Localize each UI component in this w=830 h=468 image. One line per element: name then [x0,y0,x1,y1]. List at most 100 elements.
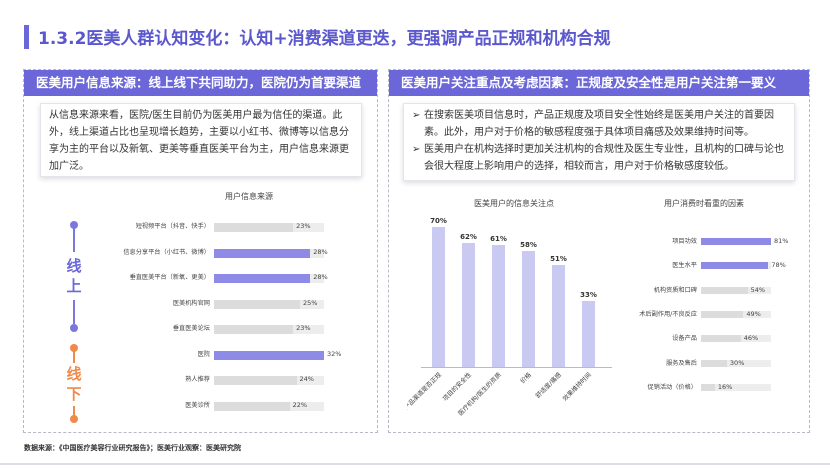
left-panel-header: 医美用户信息来源：线上线下共同助力，医院仍为首要渠道 [24,70,377,96]
bar-value-label: 25% [302,298,318,307]
bar-track [701,359,771,367]
bar-track [214,274,324,283]
bar-value-label: 28% [313,273,328,281]
bullet-1: ➢ 在搜索医美项目信息时，产品正规度及项目安全性始终是医美用户关注的首要因素。此… [412,107,786,141]
bar [214,376,297,385]
offline-line [73,351,75,363]
bar-track [701,262,771,270]
bar-value-label: 49% [746,309,761,318]
concern-chart-title: 医美用户的信息关注点 [474,199,554,208]
bar-track [701,335,771,343]
bar [214,274,311,283]
bar [214,350,324,360]
category-label: 舒适度/痛感 [534,371,563,400]
bar-value-label: 78% [771,261,786,270]
bar [492,245,505,367]
bar-value-label: 81% [774,237,789,245]
bar-label: 服务及售后 [666,359,697,367]
bar-label: 促销活动（价格） [647,383,698,391]
bar-value-label: 24% [299,375,314,383]
bar-value-label: 70% [430,217,447,225]
bar [214,325,294,334]
bar-track [214,223,324,232]
bottom-divider [0,463,830,465]
bar-label: 机构资质和口碑 [653,286,697,294]
bar-label: 垂直医美平台（新氧、更美） [129,274,210,281]
offline-label: 线下 [66,365,82,403]
bar-value-label: 28% [313,247,328,256]
bar-value-label: 62% [460,233,477,241]
bar-value-label: 32% [327,349,342,358]
bar-label: 医美诊所 [185,401,210,409]
data-source-footer: 数据来源：《中国医疗美容行业研究报告》；医美行业观察：医美研究院 [24,444,241,452]
page-title: 1.3.2医美人群认知变化：认知+消费渠道更迭，更强调产品正规和机构合规 [38,29,611,49]
bar [214,299,300,309]
bullet-2-marker: ➢ [412,144,421,155]
bar-track [701,238,771,245]
bar [432,227,445,367]
bar-value-label: 58% [520,241,537,249]
bar-track [214,299,324,309]
right-description-box: ➢ 在搜索医美项目信息时，产品正规度及项目安全性始终是医美用户关注的首要因素。此… [403,103,795,181]
offline-line-lower [73,406,75,416]
bar [701,262,769,270]
bar [701,310,744,318]
bar-label: 医美机构官网 [172,299,210,307]
bar-track [214,248,324,258]
bullet-2-text: 医美用户在机构选择时更加关注机构的合规性及医生专业性，且机构的口碑与论也会很大程… [424,144,784,172]
bar-value-label: 51% [550,255,567,263]
concern-chart: 70%产品渠道是否正规62%项目的安全性61%医疗机构/医生的资质58%价格51… [407,217,612,417]
bar-label: 垂直医美论坛 [172,325,210,332]
bar-label: 设备产品 [672,335,697,343]
online-label: 线上 [66,257,82,295]
offline-end-dot [70,415,78,423]
bar [522,251,535,367]
bar [214,248,311,258]
bar [701,359,727,367]
bar-label: 医生水平 [672,262,697,270]
bar-value-label: 46% [743,334,759,343]
source-chart-title: 用户信息来源 [225,192,273,201]
bar-track [701,383,771,391]
bar-track [701,286,771,294]
factor-chart-title: 用户消费时看重的因素 [664,199,744,208]
left-description-box: 从信息来源来看，医院/医生目前仍为医美用户最为信任的渠道。此外，线上渠道占比也呈… [40,103,362,177]
bar-value-label: 54% [750,285,766,294]
bar [701,286,748,294]
bar-label: 医院 [197,350,210,358]
offline-start-dot [70,344,78,352]
bar-value-label: 23% [296,222,311,230]
category-label: 价格 [519,370,534,385]
bar-label: 信息分享平台（小红书、微博） [123,248,210,256]
bar-value-label: 33% [580,291,597,299]
bar-track [214,376,324,385]
bar [214,401,290,411]
category-label: 项目的安全性 [441,371,473,403]
bar-label: 熟人推荐 [185,376,210,383]
bar-label: 术后副作用/不良反应 [639,310,697,318]
online-end-dot [70,324,78,332]
bar-track [214,401,324,411]
bar-value-label: 30% [729,358,745,367]
online-line [73,228,75,252]
bar [214,223,294,232]
bar-label: 项目功效 [672,238,697,245]
bar-label: 短视频平台（抖音、快手） [135,223,210,230]
bar [701,238,771,245]
bar-track [214,350,324,360]
bullet-1-marker: ➢ [412,110,421,121]
bar-value-label: 22% [292,400,308,409]
bar-value-label: 23% [296,324,311,332]
category-label: 效果维持时间 [561,371,593,403]
category-label: 产品渠道是否正规 [407,371,443,412]
title-accent-bar [24,25,29,49]
right-panel-header: 医美用户关注重点及考虑因素：正规度及安全性是用户关注第一要义 [389,70,809,96]
bar [552,265,565,367]
bar-value-label: 61% [490,235,507,243]
online-start-dot [70,221,78,229]
right-panel: 医美用户关注重点及考虑因素：正规度及安全性是用户关注第一要义 ➢ 在搜索医美项目… [388,69,810,433]
bar [582,301,595,367]
bar [701,335,741,343]
bullet-1-text: 在搜索医美项目信息时，产品正规度及项目安全性始终是医美用户关注的首要因素。此外，… [424,110,774,138]
bullet-2: ➢ 医美用户在机构选择时更加关注机构的合规性及医生专业性，且机构的口碑与论也会很… [412,141,786,175]
